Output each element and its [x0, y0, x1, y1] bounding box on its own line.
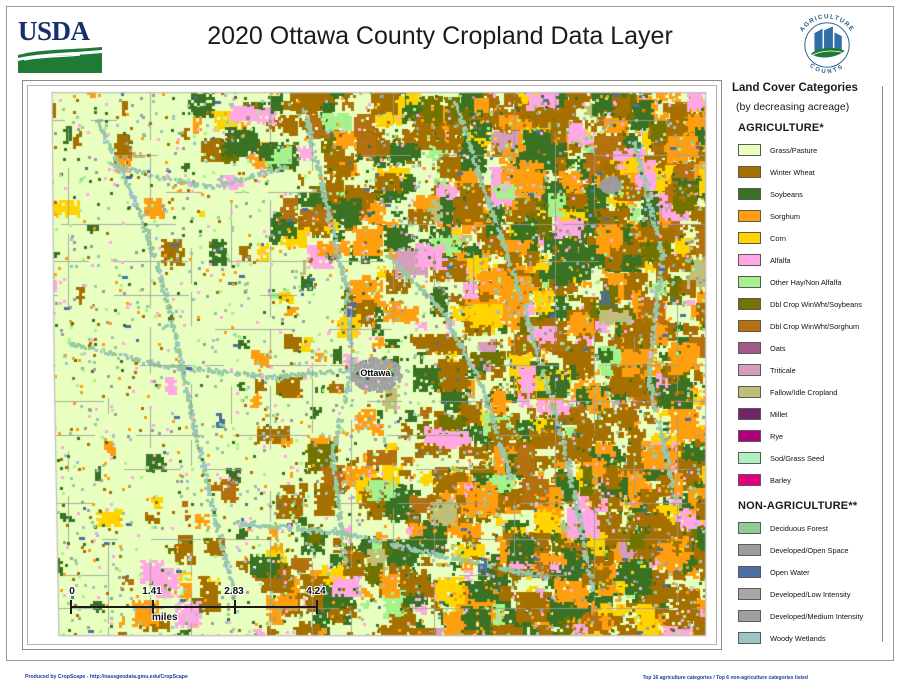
legend-item-label: Developed/Low Intensity: [770, 589, 851, 599]
scale-label-2: 2.83: [224, 586, 244, 597]
legend-item: Developed/Medium Intensity: [738, 605, 888, 627]
map-viewport[interactable]: Ottawa 0 1.41 2.83 4.24 miles: [27, 85, 717, 645]
legend-title: Land Cover Categories: [732, 82, 858, 94]
legend-item-label: Dbl Crop WinWht/Soybeans: [770, 299, 863, 309]
legend-item: Millet: [738, 403, 888, 425]
legend-color-swatch: [738, 386, 761, 398]
legend-group-agriculture: AGRICULTURE*: [738, 122, 824, 134]
legend-color-swatch: [738, 166, 761, 178]
legend-item-label: Triticale: [770, 365, 796, 375]
legend-color-swatch: [738, 522, 761, 534]
legend-color-swatch: [738, 232, 761, 244]
legend-color-swatch: [738, 610, 761, 622]
legend-item-label: Grass/Pasture: [770, 145, 818, 155]
legend-item-label: Corn: [770, 233, 787, 243]
page-header: USDA 2020 Ottawa County Cropland Data La…: [0, 0, 888, 78]
legend-item-label: Sorghum: [770, 211, 800, 221]
legend-item: Other Hay/Non Alfalfa: [738, 271, 888, 293]
legend-item-label: Developed/Open Space: [770, 545, 849, 555]
legend-item-label: Woody Wetlands: [770, 633, 826, 643]
legend-item-label: Winter Wheat: [770, 167, 815, 177]
legend-item-label: Soybeans: [770, 189, 803, 199]
scale-tick-3: [316, 600, 318, 614]
legend-color-swatch: [738, 632, 761, 644]
scale-label-0: 0: [69, 586, 75, 597]
legend-color-swatch: [738, 342, 761, 354]
legend-color-swatch: [738, 474, 761, 486]
legend-color-swatch: [738, 188, 761, 200]
legend-item-label: Open Water: [770, 567, 810, 577]
legend-item: Alfalfa: [738, 249, 888, 271]
legend-item: Oats: [738, 337, 888, 359]
legend-item: Barley: [738, 469, 888, 491]
legend-item-label: Millet: [770, 409, 788, 419]
legend-color-swatch: [738, 452, 761, 464]
legend-item: Dbl Crop WinWht/Sorghum: [738, 315, 888, 337]
legend-item-label: Other Hay/Non Alfalfa: [770, 277, 842, 287]
scale-unit-label: miles: [152, 612, 178, 623]
legend-color-swatch: [738, 588, 761, 600]
legend-item: Sorghum: [738, 205, 888, 227]
scale-tick-1: [152, 600, 154, 614]
legend-divider: [882, 86, 883, 642]
map-scale-bar: 0 1.41 2.83 4.24 miles: [62, 586, 332, 628]
legend-item: Triticale: [738, 359, 888, 381]
usda-logo-hill-graphic: [18, 47, 102, 73]
map-panel[interactable]: Ottawa 0 1.41 2.83 4.24 miles: [22, 80, 722, 650]
legend-item-label: Sod/Grass Seed: [770, 453, 825, 463]
legend-item: Grass/Pasture: [738, 139, 888, 161]
legend-item: Soybeans: [738, 183, 888, 205]
scale-tick-2: [234, 600, 236, 614]
legend-color-swatch: [738, 254, 761, 266]
legend-group-non-agriculture: NON-AGRICULTURE**: [738, 500, 858, 512]
legend-item-label: Fallow/Idle Cropland: [770, 387, 838, 397]
legend-item-label: Dbl Crop WinWht/Sorghum: [770, 321, 860, 331]
legend-color-swatch: [738, 276, 761, 288]
legend-item-label: Rye: [770, 431, 784, 441]
legend-item: Winter Wheat: [738, 161, 888, 183]
legend-item: Rye: [738, 425, 888, 447]
legend-item: Dbl Crop WinWht/Soybeans: [738, 293, 888, 315]
legend-color-swatch: [738, 544, 761, 556]
legend-subtitle: (by decreasing acreage): [736, 101, 850, 113]
scale-bar-line: [70, 606, 318, 608]
footer-credit: Produced by CropScape - http://nassgeoda…: [25, 674, 188, 680]
legend-item: Developed/Low Intensity: [738, 583, 888, 605]
seal-text-bottom: COUNTS: [808, 63, 843, 75]
legend-agriculture-list: Grass/Pasture Winter Wheat Soybeans Sorghum…: [732, 139, 888, 491]
legend-item: Deciduous Forest: [738, 517, 888, 539]
svg-text:COUNTS: COUNTS: [808, 63, 845, 75]
legend-color-swatch: [738, 408, 761, 420]
legend-non-agriculture-list: Deciduous Forest Developed/Open Space Open…: [732, 517, 888, 649]
legend-item: Developed/Open Space: [738, 539, 888, 561]
usda-logo: USDA: [18, 16, 104, 74]
legend-color-swatch: [738, 430, 761, 442]
legend-item-label: Developed/Medium Intensity: [770, 611, 864, 621]
usda-logo-text: USDA: [18, 16, 90, 46]
cropland-raster-map[interactable]: [28, 86, 716, 644]
legend-item: Sod/Grass Seed: [738, 447, 888, 469]
legend-item-label: Barley: [770, 475, 791, 485]
legend-color-swatch: [738, 364, 761, 376]
legend-color-swatch: [738, 566, 761, 578]
scale-label-1: 1.41: [142, 586, 162, 597]
page-title: 2020 Ottawa County Cropland Data Layer: [207, 22, 673, 50]
legend-item-label: Deciduous Forest: [770, 523, 828, 533]
legend-color-swatch: [738, 298, 761, 310]
legend-color-swatch: [738, 320, 761, 332]
legend-item-label: Oats: [770, 343, 786, 353]
legend-color-swatch: [738, 144, 761, 156]
legend-item-label: Alfalfa: [770, 255, 791, 265]
scale-tick-0: [70, 600, 72, 614]
legend-item: Corn: [738, 227, 888, 249]
legend-panel: Land Cover Categories (by decreasing acr…: [732, 82, 888, 649]
legend-color-swatch: [738, 210, 761, 222]
scale-label-3: 4.24: [306, 586, 326, 597]
footer-note: Top 16 agriculture categories / Top 6 no…: [642, 675, 808, 681]
legend-item: Woody Wetlands: [738, 627, 888, 649]
legend-item: Open Water: [738, 561, 888, 583]
legend-item: Fallow/Idle Cropland: [738, 381, 888, 403]
nass-agriculture-counts-seal: AGRICULTURE COUNTS: [799, 13, 855, 75]
